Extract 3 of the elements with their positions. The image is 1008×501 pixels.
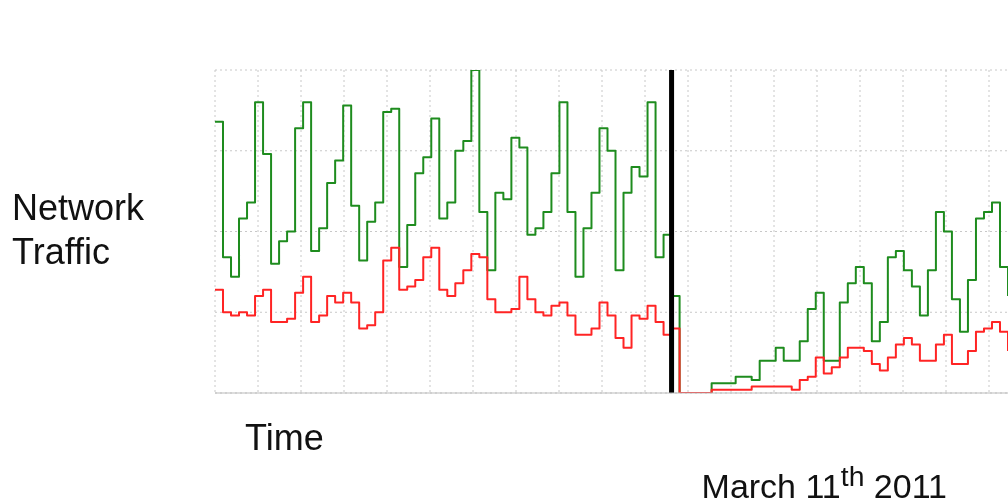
y-axis-title: Network Traffic	[12, 186, 146, 274]
x-axis-title: Time	[245, 416, 324, 460]
text: March 11$^{th}$ 2011	[701, 460, 947, 501]
